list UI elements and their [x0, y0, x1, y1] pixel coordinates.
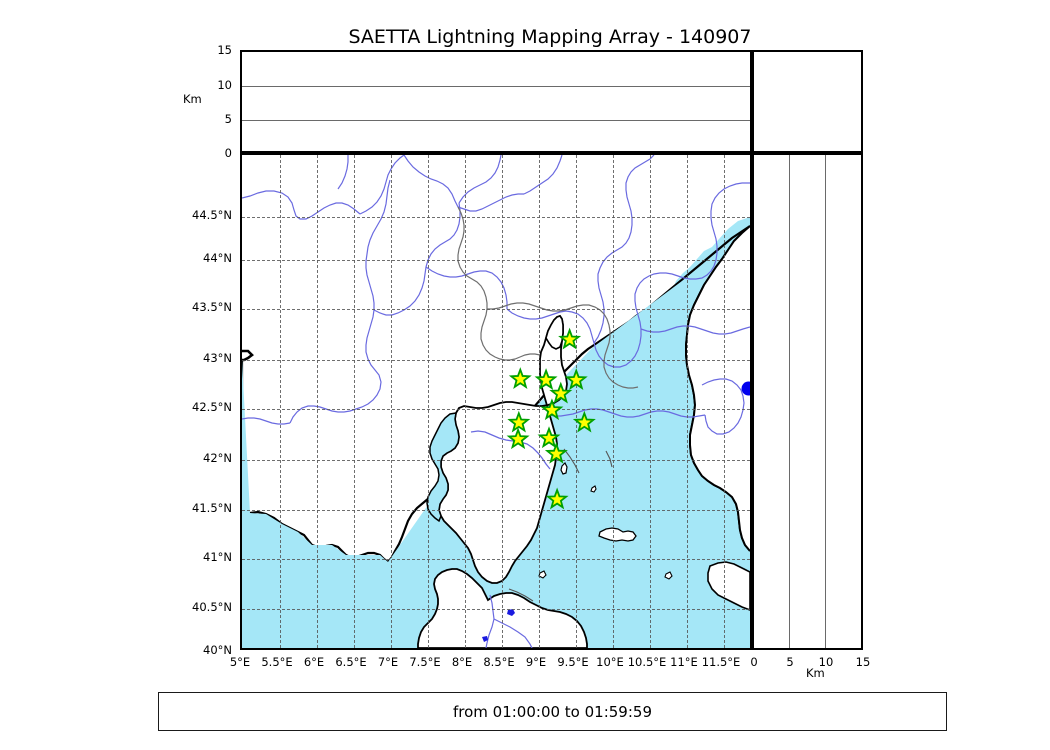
xtick-lon-10.5: 10.5°E [627, 655, 667, 669]
gridline-lat-42.5 [242, 409, 750, 410]
gridline-lat-41.5 [242, 510, 750, 511]
gridline-lon-7.5 [428, 155, 429, 648]
xtick-lon-9.5: 9.5°E [557, 655, 589, 669]
gridline-lon-9 [539, 155, 540, 648]
time-range-label: from 01:00:00 to 01:59:59 [452, 702, 652, 721]
gridline-lon-11 [687, 155, 688, 648]
xtick-right-0: 0 [750, 655, 758, 669]
xtick-lon-5.5: 5.5°E [261, 655, 293, 669]
gridline-lon-9.5 [576, 155, 577, 648]
top-panel-axis-label: Km [183, 92, 202, 106]
gridline-lon-10 [613, 155, 614, 648]
xtick-lon-7: 7°E [377, 655, 399, 669]
xtick-lon-6.5: 6.5°E [335, 655, 367, 669]
time-range-box[interactable]: from 01:00:00 to 01:59:59 [158, 692, 947, 731]
gridline-lon-7 [391, 155, 392, 648]
right-panel-axis-label: Km [806, 666, 825, 680]
xtick-lon-6: 6°E [303, 655, 325, 669]
map-panel[interactable] [240, 153, 752, 650]
gridline-lat-44 [242, 260, 750, 261]
gridline-lon-11.5 [724, 155, 725, 648]
xtick-right-15: 15 [855, 655, 871, 669]
xtick-lon-5: 5°E [229, 655, 251, 669]
ytick-lat-40.5: 40.5°N [192, 600, 232, 614]
gridline-lat-40.5 [242, 609, 750, 610]
gridline-lon-5.5 [280, 155, 281, 648]
ytick-lat-44: 44°N [203, 251, 232, 265]
ytick-lat-42: 42°N [203, 451, 232, 465]
page-title: SAETTA Lightning Mapping Array - 140907 [348, 26, 752, 48]
xtick-lon-9: 9°E [525, 655, 547, 669]
gridline-lat-43 [242, 360, 750, 361]
xtick-lon-8: 8°E [451, 655, 473, 669]
gridline-lon-10.5 [650, 155, 651, 648]
altitude-latitude-panel[interactable] [752, 153, 863, 650]
gridline-5km-vertical [789, 155, 790, 648]
gridline-10km [242, 86, 750, 87]
gridline-lon-6.5 [354, 155, 355, 648]
xtick-right-10: 10 [818, 655, 834, 669]
xtick-lon-11.5: 11.5°E [701, 655, 741, 669]
corner-panel[interactable] [752, 50, 863, 153]
gridline-lat-44.5 [242, 217, 750, 218]
xtick-right-5: 5 [786, 655, 794, 669]
gridline-lat-41 [242, 559, 750, 560]
xtick-lon-7.5: 7.5°E [409, 655, 441, 669]
ytick-lat-42.5: 42.5°N [192, 400, 232, 414]
altitude-longitude-panel[interactable] [240, 50, 752, 153]
ytick-lat-40: 40°N [203, 643, 232, 657]
ytick-lat-41.5: 41.5°N [192, 501, 232, 515]
xtick-lon-10: 10°E [596, 655, 624, 669]
ytick-lat-41: 41°N [203, 550, 232, 564]
ytick-lat-44.5: 44.5°N [192, 208, 232, 222]
gridline-lat-43.5 [242, 309, 750, 310]
ytick-lat-43.5: 43.5°N [192, 300, 232, 314]
gridline-lon-8 [465, 155, 466, 648]
xtick-lon-8.5: 8.5°E [483, 655, 515, 669]
map-graphic [242, 155, 750, 648]
ytick-top-10: 10 [217, 78, 232, 92]
gridline-5km [242, 120, 750, 121]
ytick-top-15: 15 [217, 43, 232, 57]
gridline-10km-vertical [825, 155, 826, 648]
gridline-lon-8.5 [502, 155, 503, 648]
xtick-lon-11: 11°E [670, 655, 698, 669]
ytick-lat-43: 43°N [203, 351, 232, 365]
ytick-top-5: 5 [224, 112, 232, 126]
ytick-top-0: 0 [224, 146, 232, 160]
gridline-lon-6 [317, 155, 318, 648]
gridline-lat-42 [242, 460, 750, 461]
